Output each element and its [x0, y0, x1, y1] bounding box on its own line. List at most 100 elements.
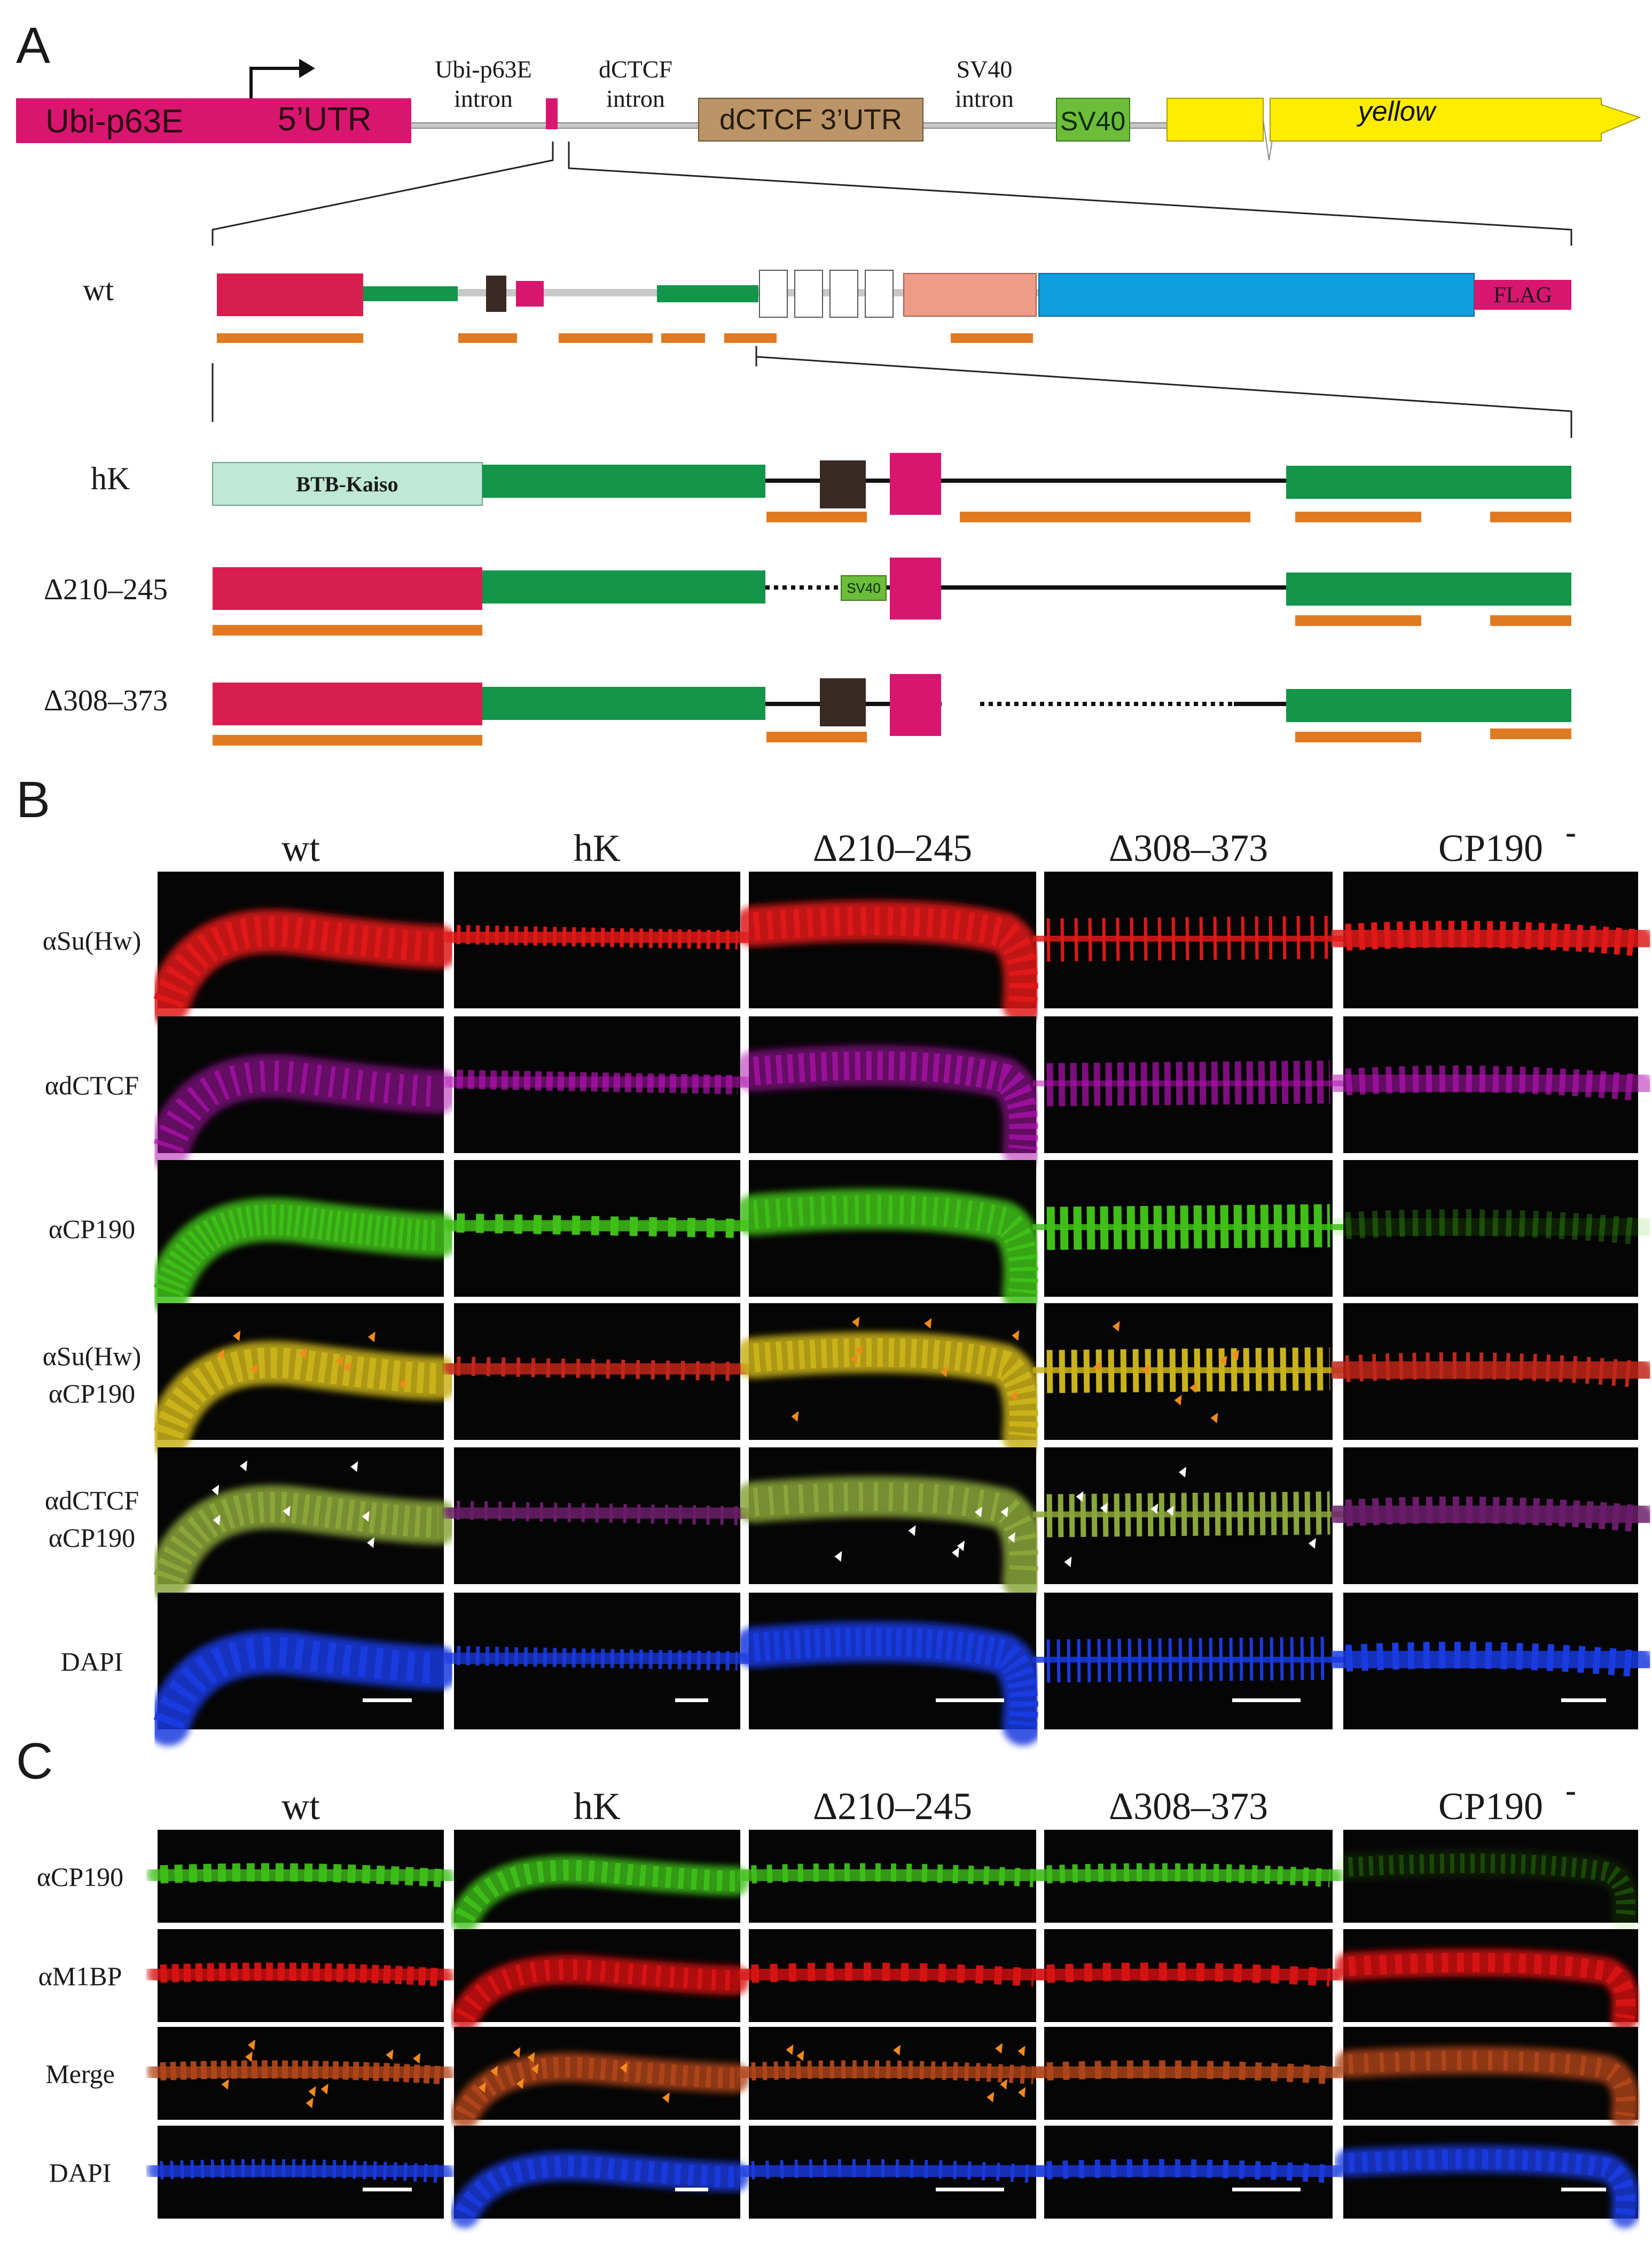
b-col-header-2: Δ210–245	[813, 827, 972, 869]
chromosome-bands	[1345, 1209, 1637, 1245]
orange-arrowhead-icon	[1000, 2079, 1008, 2090]
orange-arrowhead-icon	[995, 2043, 1003, 2054]
chromosome-bands	[1046, 1636, 1330, 1683]
orange-arrowhead-icon	[320, 2083, 328, 2095]
chromosome-arm	[147, 2056, 455, 2088]
panel-b-label: B	[16, 771, 50, 828]
b-row-label-0: αSu(Hw)	[43, 926, 142, 955]
hk-green-2	[1286, 466, 1571, 499]
ubi-intron-label-2: intron	[454, 85, 513, 112]
sv40-intron-label-1: SV40	[957, 56, 1013, 83]
chromosome-bands	[1345, 921, 1637, 957]
panel-c: C wt hK Δ210–245 Δ308–373 CP190- αCP190 αM1BP…	[16, 1733, 1640, 2229]
orange-arrowhead-icon	[852, 1317, 860, 1328]
promoter-label: Ubi-p63E	[45, 103, 183, 140]
del2-orange-bar-3	[1295, 732, 1421, 742]
del2-orange-bar-1	[213, 735, 482, 746]
chromosome-bands	[456, 1646, 738, 1671]
orange-arrowhead-icon	[245, 2051, 253, 2062]
orange-arrowhead-icon	[221, 2079, 229, 2090]
wt-orange-bar-4	[661, 333, 705, 343]
micrograph-r2-c3	[1016, 1160, 1361, 1297]
chromosome-bands	[1046, 1863, 1331, 1887]
del1-orange-bar-2	[1295, 615, 1421, 626]
orange-arrowhead-icon	[513, 2047, 521, 2058]
micrograph-r5-c4	[1327, 1593, 1652, 1729]
micrograph-r4-c1	[443, 1447, 751, 1584]
orange-arrowhead-icon	[1010, 1390, 1018, 1401]
hk-orange-bar-2	[960, 512, 1250, 522]
utr5-label: 5’UTR	[278, 101, 372, 138]
wt-orange-bar-5	[724, 333, 777, 343]
hk-orange-bar-4	[1490, 512, 1571, 522]
panel-a: A Ubi-p63E 5’UTR Ubi-p63E intron dCTCF i…	[16, 17, 1641, 746]
micrograph-r1-c0	[146, 1016, 460, 1170]
chromosome-bands	[153, 915, 439, 1008]
white-arrowhead-icon	[1100, 1502, 1108, 1514]
hk-green-1	[482, 465, 765, 498]
orange-arrowhead-icon	[924, 1318, 932, 1329]
orange-arrowhead-icon	[939, 1366, 948, 1377]
panel-a-label: A	[16, 17, 50, 74]
chromosome-bands	[1046, 1204, 1330, 1250]
wt-dark-box	[486, 276, 506, 312]
wt-zinc-finger-3	[829, 270, 858, 318]
chromosome-arm	[1334, 1849, 1640, 1933]
orange-arrowhead-icon	[478, 2082, 486, 2093]
micrograph-r2-c1	[450, 2027, 750, 2129]
b-col-header-1: hK	[574, 827, 621, 869]
micrograph-r5-c3	[1016, 1593, 1361, 1729]
white-arrowhead-icon	[362, 1511, 370, 1522]
c-col-header-0: wt	[281, 1785, 320, 1828]
white-arrowhead-icon	[239, 1460, 247, 1471]
scale-bar	[936, 2188, 1004, 2191]
c-cp190-superscript: -	[1565, 1773, 1576, 1808]
chromosome-arm	[733, 1188, 1045, 1313]
micrograph-r0-c1	[450, 1830, 750, 1932]
panel-c-row-labels: αCP190 αM1BP Merge DAPI	[37, 1862, 123, 2188]
chromosome-bands	[751, 1962, 1035, 1987]
micrograph-r3-c0	[146, 1303, 460, 1456]
del2-btb-domain	[213, 683, 482, 725]
micrograph-r2-c3	[1034, 2027, 1343, 2120]
arrow-head-icon	[299, 59, 315, 78]
chromosome-arm	[147, 1859, 455, 1891]
orange-arrowhead-icon	[1210, 1412, 1218, 1423]
micrograph-r0-c0	[147, 1830, 455, 1923]
hk-row-label: hK	[91, 461, 130, 496]
chromosome-bands	[1046, 1491, 1330, 1538]
micrograph-r0-c0	[146, 872, 460, 1025]
scale-bar	[1232, 1698, 1301, 1702]
wt-green-segment-1	[363, 286, 458, 301]
wt-zinc-finger-2	[794, 270, 823, 318]
white-arrowhead-icon	[1076, 1491, 1084, 1502]
chromosome-bands	[1345, 1352, 1637, 1388]
b-row-label-1: αdCTCF	[45, 1070, 139, 1100]
scale-bar	[363, 1698, 412, 1702]
white-arrowhead-icon	[957, 1540, 965, 1552]
del308-protein-map: Δ308–373	[44, 674, 1571, 746]
chromosome-bands	[1046, 2060, 1331, 2085]
chromosome-bands	[1046, 2159, 1331, 2183]
c-row-label-2: Merge	[45, 2059, 115, 2089]
del1-orange-bar-1	[213, 625, 482, 636]
sv40-box-label: SV40	[1060, 106, 1125, 136]
orange-arrowhead-icon	[299, 1348, 307, 1359]
micrograph-r3-c3	[1016, 1303, 1361, 1440]
scale-bar	[363, 2188, 412, 2191]
orange-arrowhead-icon	[247, 2039, 255, 2050]
chromosome-arm	[733, 1331, 1045, 1456]
micrograph-r1-c3	[1034, 1929, 1343, 2022]
micrograph-r4-c3	[1016, 1447, 1361, 1584]
chromosome-bands	[455, 2156, 735, 2219]
del2-orange-bar-4	[1490, 728, 1571, 739]
yellow-exon-1	[1166, 98, 1264, 142]
orange-arrowhead-icon	[796, 2050, 804, 2062]
hk-orange-bar-3	[1295, 512, 1421, 522]
zoom-line-2-right	[755, 346, 1572, 438]
white-arrowhead-icon	[1007, 1532, 1015, 1543]
chromosome-arm	[738, 2056, 1047, 2088]
c-col-header-4: CP190	[1438, 1785, 1543, 1828]
b-cp190-superscript: -	[1565, 814, 1576, 850]
orange-arrowhead-icon	[490, 2065, 498, 2077]
